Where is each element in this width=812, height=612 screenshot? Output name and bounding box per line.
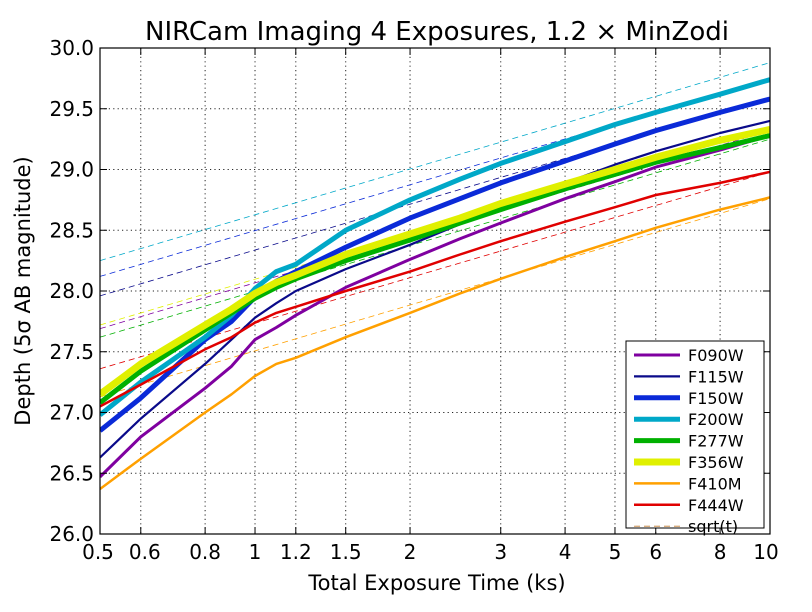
y-tick-label: 27.5 bbox=[49, 340, 94, 364]
ticks bbox=[99, 47, 771, 535]
chart-title: NIRCam Imaging 4 Exposures, 1.2 × MinZod… bbox=[145, 17, 729, 47]
legend-label-f150w: F150W bbox=[688, 389, 744, 408]
series-lines bbox=[100, 77, 770, 491]
y-tick-label: 27.0 bbox=[49, 401, 94, 425]
series-line-f090w bbox=[100, 134, 770, 478]
legend-label-f200w: F200W bbox=[688, 410, 744, 429]
x-tick-label: 0.5 bbox=[82, 540, 114, 564]
x-tick-label: 0.8 bbox=[189, 540, 221, 564]
x-tick-label: 8 bbox=[714, 540, 727, 564]
legend-label-f277w: F277W bbox=[688, 432, 744, 451]
sqrt-line-f410m bbox=[100, 198, 770, 398]
series-line-f277w bbox=[100, 133, 770, 405]
x-tick-label: 1 bbox=[249, 540, 262, 564]
legend-box bbox=[625, 340, 765, 529]
x-tick-label: 1.2 bbox=[280, 540, 312, 564]
x-tick-label: 4 bbox=[559, 540, 572, 564]
sqrt-line-f277w bbox=[100, 138, 770, 338]
y-tick-label: 29.0 bbox=[49, 158, 94, 182]
x-tick-label: 6 bbox=[649, 540, 662, 564]
legend-label-sqrt: sqrt(t) bbox=[688, 517, 738, 536]
x-axis-label: Total Exposure Time (ks) bbox=[307, 571, 565, 595]
x-tick-label: 1.5 bbox=[330, 540, 362, 564]
x-tick-label: 2 bbox=[404, 540, 417, 564]
series-line-f356w bbox=[100, 125, 770, 398]
legend-label-f444w: F444W bbox=[688, 496, 744, 515]
x-tick-label: 3 bbox=[494, 540, 507, 564]
x-tick-label: 10 bbox=[753, 540, 778, 564]
legend-label-f115w: F115W bbox=[688, 367, 744, 386]
y-axis-label: Depth (5σ AB magnitude) bbox=[11, 156, 35, 425]
y-tick-label: 28.5 bbox=[49, 218, 94, 242]
series-line-f115w bbox=[100, 119, 770, 459]
legend-label-f356w: F356W bbox=[688, 453, 744, 472]
x-tick-label: 0.6 bbox=[129, 540, 161, 564]
series-line-f410m bbox=[100, 196, 770, 491]
x-tick-label: 5 bbox=[609, 540, 622, 564]
y-tick-label: 29.5 bbox=[49, 97, 94, 121]
series-line-f150w bbox=[100, 96, 770, 433]
y-tick-label: 28.0 bbox=[49, 279, 94, 303]
series-line-f200w bbox=[100, 77, 770, 417]
series-line-f444w bbox=[100, 170, 770, 408]
y-tick-label: 26.5 bbox=[49, 461, 94, 485]
tick-labels: 0.5 0.6 0.8 1 1.2 1.5 2 3 4 5 6 8 10 26.0 26.5 27.0 27.5… bbox=[49, 36, 778, 564]
y-tick-label: 30.0 bbox=[49, 36, 94, 60]
legend-label-f090w: F090W bbox=[688, 346, 744, 365]
sqrt-line-f444w bbox=[100, 171, 770, 370]
sqrt-line-f200w bbox=[100, 62, 770, 262]
legend-label-f410m: F410M bbox=[688, 474, 742, 493]
legend: F090W F115W F150W F200W F277W F356W F410M F444W… bbox=[625, 340, 765, 536]
y-tick-label: 26.0 bbox=[49, 522, 94, 546]
